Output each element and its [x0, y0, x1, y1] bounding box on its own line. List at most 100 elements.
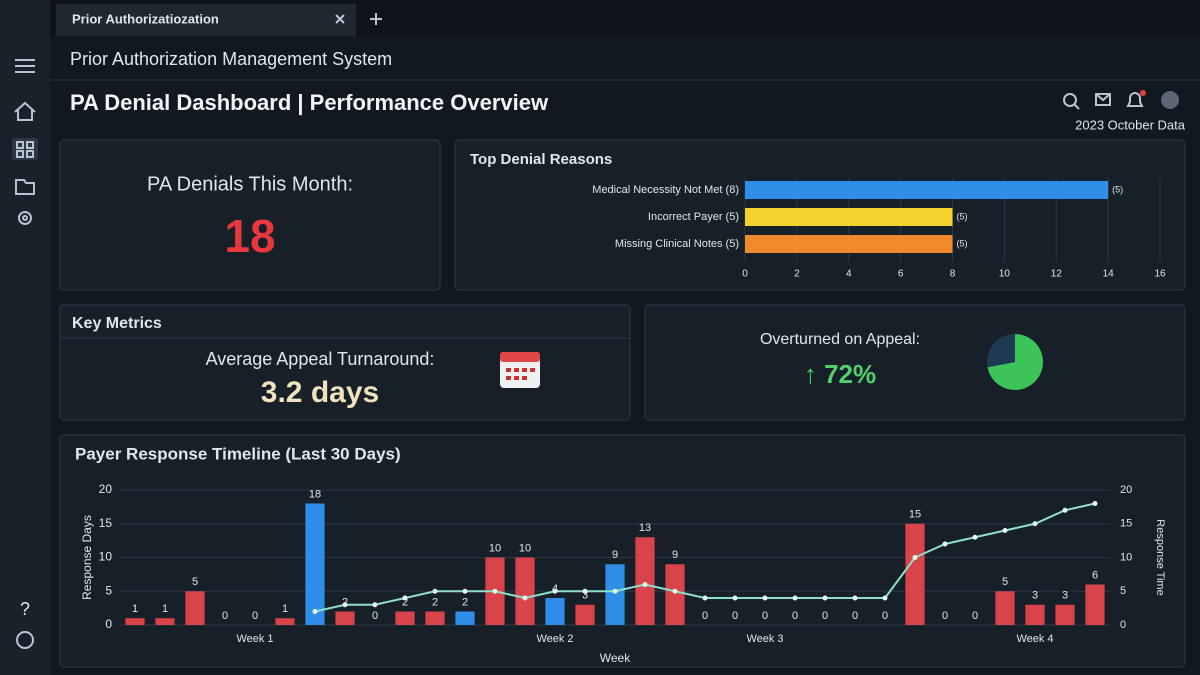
x-tick-label: Week 4	[1016, 633, 1053, 645]
data-label: 0	[882, 610, 888, 622]
calendar-icon	[500, 352, 540, 388]
data-label: 0	[252, 610, 258, 622]
data-label: 0	[822, 610, 828, 622]
line-point	[372, 602, 378, 608]
tab-controls[interactable]	[335, 13, 382, 25]
bar	[335, 611, 355, 625]
line-point	[552, 588, 558, 594]
y2-tick-label: 0	[1120, 619, 1126, 631]
line-point	[582, 588, 588, 594]
data-label: 1	[282, 603, 288, 615]
bar	[745, 208, 953, 226]
line-point	[462, 588, 468, 594]
bar-annotation: (5)	[957, 238, 968, 248]
data-label: 10	[519, 542, 531, 554]
category-label: Medical Necessity Not Met (8)	[592, 184, 739, 196]
tab-title: Prior Authorizatiozation	[72, 11, 219, 26]
bar	[665, 564, 685, 625]
line-point	[612, 588, 618, 594]
data-label: 1	[162, 603, 168, 615]
data-label: 0	[702, 610, 708, 622]
bar	[635, 537, 655, 625]
data-label: 13	[639, 522, 651, 534]
bar	[745, 181, 1109, 199]
y-tick-label: 10	[99, 550, 113, 564]
y2-tick-label: 5	[1120, 585, 1126, 597]
data-label: 0	[792, 610, 798, 622]
line-point	[942, 541, 948, 547]
bar	[575, 604, 595, 625]
date-label: 2023 October Data	[1075, 117, 1186, 132]
toolbar-icons[interactable]	[1063, 90, 1179, 110]
x-tick-label: 0	[742, 269, 748, 280]
x-tick-label: 16	[1154, 269, 1166, 280]
kpi-label: PA Denials This Month:	[147, 173, 353, 195]
data-label: 0	[762, 610, 768, 622]
line-point	[492, 588, 498, 594]
y-tick-label: 20	[99, 482, 113, 496]
data-label: 0	[732, 610, 738, 622]
data-label: 18	[309, 488, 321, 500]
sidebar-icons[interactable]	[12, 59, 38, 649]
data-label: 9	[672, 549, 678, 561]
data-label: 0	[222, 610, 228, 622]
x-tick-label: 4	[846, 269, 852, 280]
bar	[125, 618, 145, 625]
bar	[455, 611, 475, 625]
kpi-label: Average Appeal Turnaround:	[206, 349, 435, 369]
line-point	[1062, 507, 1068, 513]
bar	[425, 611, 445, 625]
line-point	[792, 595, 798, 601]
card-overturned	[644, 304, 1186, 421]
line-point	[312, 609, 318, 614]
pie-slice	[987, 334, 1015, 368]
kpi-value: 3.2 days	[261, 376, 379, 409]
kpi-value: ↑ 72%	[804, 359, 876, 389]
line-point	[882, 595, 888, 601]
data-label: 1	[132, 603, 138, 615]
x-tick-label: Week 3	[746, 633, 783, 645]
line-point	[852, 595, 858, 601]
card-key-metrics	[59, 304, 631, 421]
bar	[745, 235, 953, 253]
bar	[155, 618, 175, 625]
bar	[185, 591, 205, 625]
line-point	[822, 595, 828, 601]
pie-slice	[987, 334, 1044, 391]
bar	[1025, 604, 1045, 625]
tab[interactable]	[56, 4, 356, 36]
bar	[305, 503, 325, 625]
data-label: 2	[402, 596, 408, 608]
y2-tick-label: 20	[1120, 484, 1132, 496]
help[interactable]: ?	[20, 599, 30, 619]
line-point	[522, 595, 528, 601]
line-point	[972, 534, 978, 540]
y2-tick-label: 10	[1120, 551, 1132, 563]
data-label: 0	[852, 610, 858, 622]
data-label: 3	[582, 590, 588, 602]
sidebar	[0, 0, 50, 675]
dashboard-title: PA Denial Dashboard | Performance Overvi…	[70, 90, 549, 115]
app-title: Prior Authorization Management System	[70, 49, 392, 69]
x-tick-label: 10	[999, 269, 1011, 280]
kpi-label: Overturned on Appeal:	[760, 331, 920, 348]
line-point	[1032, 521, 1038, 527]
line-point	[1002, 528, 1008, 533]
card-denials	[59, 139, 441, 291]
data-label: 3	[1032, 590, 1038, 602]
chart-title: Top Denial Reasons	[470, 151, 612, 168]
x-axis-label: Week	[600, 651, 631, 665]
line-point	[1092, 501, 1098, 506]
line-point	[762, 595, 768, 601]
x-tick-label: 12	[1051, 269, 1063, 280]
y-tick-label: 15	[99, 516, 113, 530]
bar	[1055, 604, 1075, 625]
bar	[395, 611, 415, 625]
y-axis-label: Response Days	[80, 515, 94, 600]
x-tick-label: Week 1	[236, 633, 273, 645]
bar	[905, 523, 925, 625]
data-label: 0	[372, 610, 378, 622]
data-label: 0	[972, 610, 978, 622]
y-tick-label: 5	[105, 583, 112, 597]
data-label: 5	[1002, 576, 1008, 588]
